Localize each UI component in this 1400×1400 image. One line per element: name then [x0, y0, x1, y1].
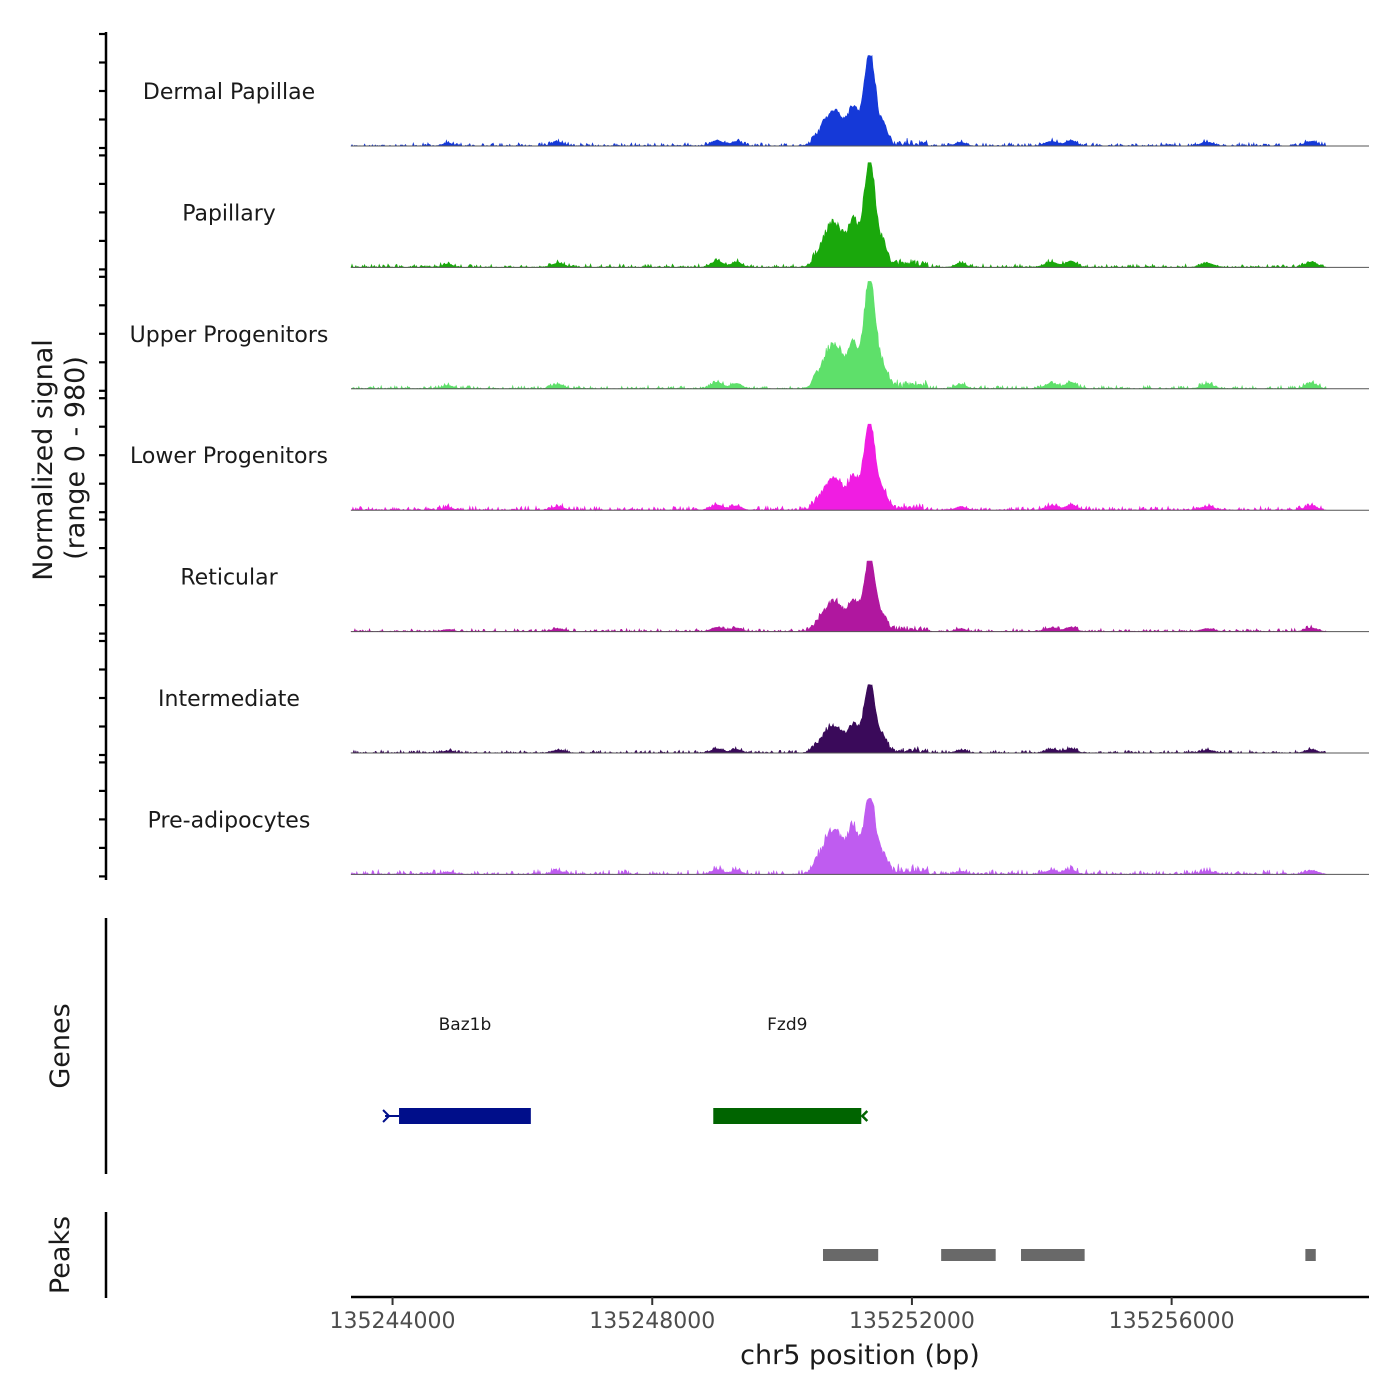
peak-region: [941, 1249, 996, 1261]
signal-y-ticks: [99, 32, 106, 878]
x-axis-title: chr5 position (bp): [740, 1340, 980, 1371]
peaks-axis-title: Peaks: [45, 1216, 76, 1294]
track-pre-adipocytes: Pre-adipocytes: [148, 798, 1369, 876]
track-papillary: Papillary: [182, 162, 1369, 269]
strand-arrow: [382, 1109, 391, 1123]
genes-axis-title: Genes: [45, 1003, 76, 1088]
x-tick-label: 135252000: [849, 1309, 975, 1334]
gene-exon: [399, 1108, 531, 1124]
coverage-area: [351, 281, 1327, 390]
peak-track: [822, 1249, 1316, 1261]
track-intermediate: Intermediate: [158, 684, 1369, 754]
coverage-area: [350, 798, 1328, 876]
peak-region: [822, 1249, 879, 1261]
peak-region: [1021, 1249, 1085, 1261]
gene-track: Baz1b Fzd9: [382, 1015, 869, 1124]
y-axis-title: Normalized signal: [28, 339, 59, 581]
gene-baz1b: Baz1b: [382, 1015, 531, 1124]
track-upper-progenitors: Upper Progenitors: [130, 281, 1369, 390]
gene-label: Fzd9: [767, 1015, 807, 1035]
gene-exon: [713, 1108, 862, 1124]
x-tick-label: 135248000: [589, 1309, 715, 1334]
strand-arrow: [860, 1110, 869, 1122]
track-label: Lower Progenitors: [130, 444, 328, 469]
gene-fzd9: Fzd9: [713, 1015, 869, 1124]
signal-tracks: Dermal Papillae Papillary Upper Progenitor…: [130, 54, 1369, 876]
track-label: Pre-adipocytes: [148, 808, 311, 833]
track-label: Papillary: [182, 201, 276, 226]
y-axis-subtitle: (range 0 - 980): [60, 356, 91, 560]
track-label: Reticular: [180, 566, 278, 591]
track-dermal-papillae: Dermal Papillae: [143, 54, 1369, 147]
peak-region: [1305, 1249, 1316, 1261]
coverage-area: [350, 423, 1327, 512]
track-label: Intermediate: [158, 687, 300, 712]
track-label: Dermal Papillae: [143, 80, 315, 105]
gene-label: Baz1b: [439, 1015, 492, 1035]
track-lower-progenitors: Lower Progenitors: [130, 423, 1369, 512]
x-tick-label: 135244000: [330, 1309, 456, 1334]
coverage-area: [350, 54, 1327, 147]
x-axis-ticks: 135244000 135248000 135252000 135256000: [330, 1297, 1235, 1334]
coverage-area: [350, 684, 1327, 754]
coverage-area: [350, 162, 1327, 269]
coverage-area: [350, 560, 1327, 633]
track-label: Upper Progenitors: [130, 323, 329, 348]
x-tick-label: 135256000: [1109, 1309, 1235, 1334]
track-reticular: Reticular: [180, 560, 1369, 633]
